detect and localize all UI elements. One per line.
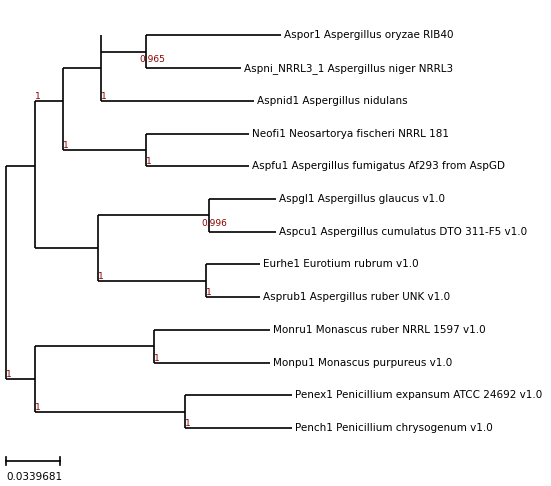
Text: Aspgl1 Aspergillus glaucus v1.0: Aspgl1 Aspergillus glaucus v1.0 (279, 194, 445, 204)
Text: Aspcu1 Aspergillus cumulatus DTO 311-F5 v1.0: Aspcu1 Aspergillus cumulatus DTO 311-F5 … (279, 227, 527, 237)
Text: 1: 1 (6, 370, 12, 379)
Text: 1: 1 (63, 141, 69, 150)
Text: Pench1 Penicillium chrysogenum v1.0: Pench1 Penicillium chrysogenum v1.0 (295, 423, 493, 433)
Text: 1: 1 (206, 288, 212, 297)
Text: Aspnid1 Aspergillus nidulans: Aspnid1 Aspergillus nidulans (257, 96, 407, 106)
Text: 0.0339681: 0.0339681 (6, 472, 62, 482)
Text: 1: 1 (154, 354, 159, 363)
Text: Aspni_NRRL3_1 Aspergillus niger NRRL3: Aspni_NRRL3_1 Aspergillus niger NRRL3 (244, 63, 453, 74)
Text: 1: 1 (185, 419, 191, 428)
Text: Asprub1 Aspergillus ruber UNK v1.0: Asprub1 Aspergillus ruber UNK v1.0 (263, 292, 450, 302)
Text: 1: 1 (35, 92, 40, 101)
Text: Aspor1 Aspergillus oryzae RIB40: Aspor1 Aspergillus oryzae RIB40 (284, 31, 453, 40)
Text: Penex1 Penicillium expansum ATCC 24692 v1.0: Penex1 Penicillium expansum ATCC 24692 v… (295, 390, 542, 400)
Text: Aspfu1 Aspergillus fumigatus Af293 from AspGD: Aspfu1 Aspergillus fumigatus Af293 from … (252, 161, 505, 172)
Text: Monpu1 Monascus purpureus v1.0: Monpu1 Monascus purpureus v1.0 (273, 358, 452, 367)
Text: 0.965: 0.965 (139, 55, 165, 64)
Text: 1: 1 (98, 272, 104, 281)
Text: 1: 1 (145, 157, 152, 166)
Text: Eurhe1 Eurotium rubrum v1.0: Eurhe1 Eurotium rubrum v1.0 (263, 260, 419, 269)
Text: 0.996: 0.996 (201, 219, 227, 228)
Text: Monru1 Monascus ruber NRRL 1597 v1.0: Monru1 Monascus ruber NRRL 1597 v1.0 (273, 325, 485, 335)
Text: Neofi1 Neosartorya fischeri NRRL 181: Neofi1 Neosartorya fischeri NRRL 181 (252, 129, 449, 139)
Text: 1: 1 (35, 403, 40, 412)
Text: 1: 1 (101, 92, 107, 101)
